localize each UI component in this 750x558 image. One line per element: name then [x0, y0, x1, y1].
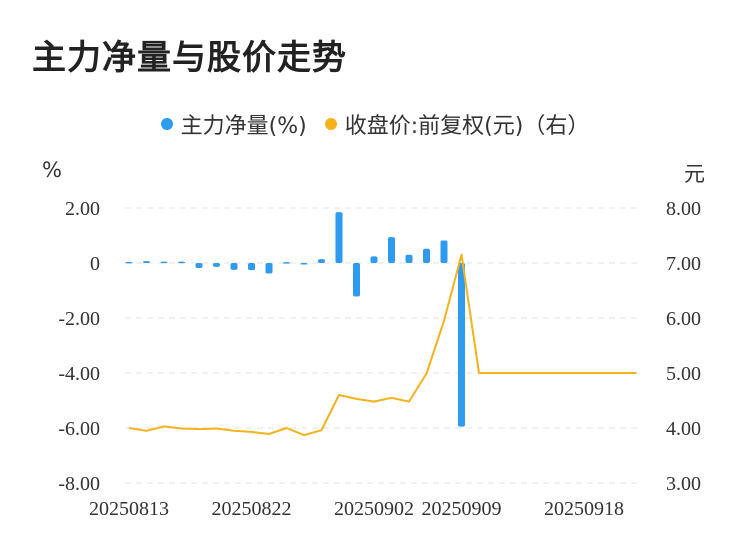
bar: [370, 256, 378, 263]
chart-title: 主力净量与股价走势: [32, 38, 347, 78]
x-tick-label: 20250813: [89, 498, 169, 520]
legend-label: 主力净量(%): [180, 114, 307, 139]
bar: [143, 261, 150, 263]
bar: [318, 259, 325, 263]
x-tick-label: 20250902: [334, 498, 414, 520]
right-tick-label: 5.00: [666, 363, 701, 385]
legend-label: 收盘价:前复权(元)（右）: [344, 114, 590, 139]
legend-item-net-volume[interactable]: 主力净量(%): [160, 108, 307, 140]
bar: [195, 263, 203, 268]
bar: [125, 261, 133, 264]
bar: [440, 240, 448, 263]
bar: [178, 261, 185, 264]
legend-dot-icon: [324, 118, 337, 130]
bar: [248, 263, 255, 271]
right-axis-unit: 元: [684, 162, 705, 186]
bar: [283, 262, 290, 264]
x-tick-label: 20250822: [212, 498, 292, 520]
bar: [388, 237, 395, 263]
bar: [458, 263, 465, 427]
left-tick-label: 2.00: [65, 198, 100, 220]
bar: [265, 263, 273, 274]
right-tick-label: 6.00: [666, 308, 701, 330]
left-tick-label: -8.00: [58, 473, 100, 495]
legend-dot-icon: [160, 118, 173, 130]
left-tick-label: -6.00: [58, 418, 100, 440]
price-line: [128, 253, 637, 437]
legend-item-close-price[interactable]: 收盘价:前复权(元)（右）: [324, 108, 590, 140]
x-tick-label: 20250909: [422, 498, 502, 520]
left-tick-label: -2.00: [58, 308, 100, 330]
left-tick-label: 0: [90, 253, 100, 275]
right-tick-label: 4.00: [666, 418, 701, 440]
left-axis-unit: %: [42, 158, 62, 182]
legend: 主力净量(%) 收盘价:前复权(元)（右）: [0, 108, 750, 140]
bar: [230, 263, 238, 270]
right-tick-label: 7.00: [666, 253, 701, 275]
bar: [423, 248, 430, 263]
right-tick-label: 3.00: [666, 473, 701, 495]
bar: [353, 263, 360, 297]
bar: [335, 212, 343, 263]
bar: [405, 254, 413, 263]
x-tick-label: 20250918: [544, 498, 624, 520]
left-tick-label: -4.00: [58, 363, 100, 385]
right-tick-label: 8.00: [666, 198, 701, 220]
bar: [213, 263, 220, 267]
bar: [300, 263, 308, 265]
bar: [160, 261, 168, 264]
